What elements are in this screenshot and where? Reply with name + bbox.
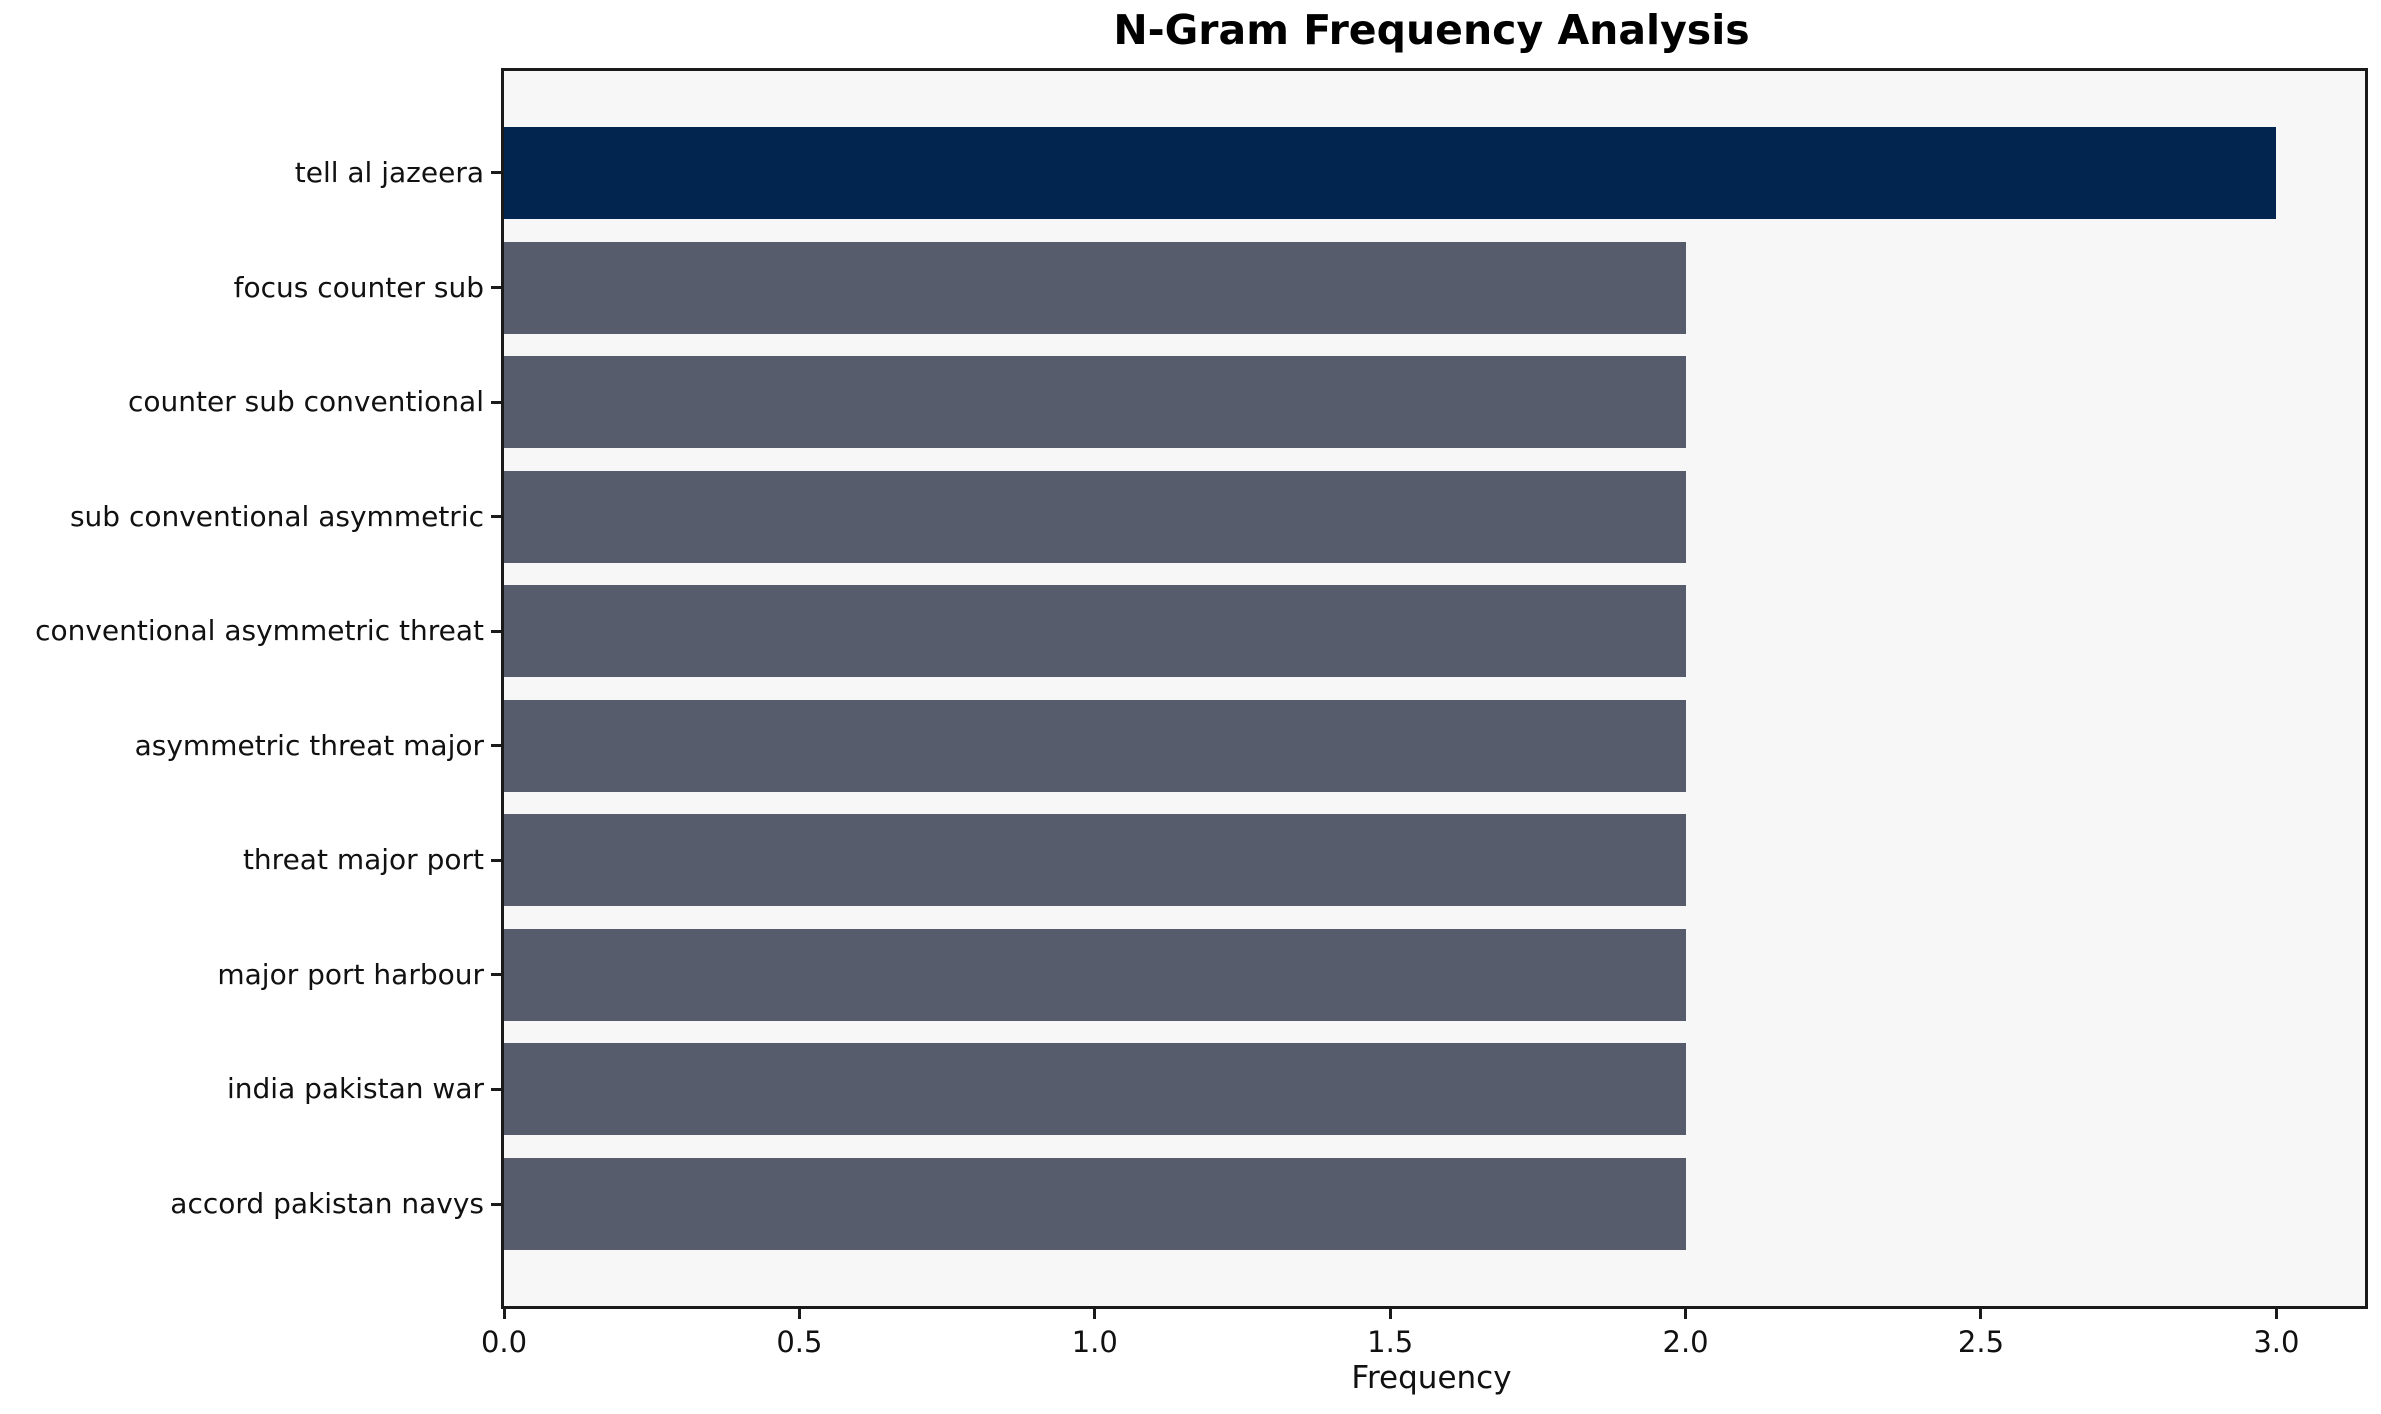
ytick-mark (491, 973, 501, 977)
bar (504, 470, 1686, 563)
ytick-mark (491, 629, 501, 633)
bar (504, 585, 1686, 678)
ytick-mark (491, 744, 501, 748)
bar (504, 356, 1686, 449)
ytick-label: asymmetric threat major (134, 728, 484, 762)
xtick-label: 0.0 (480, 1325, 528, 1359)
ytick-mark (491, 1202, 501, 1206)
ytick-label: focus counter sub (233, 270, 484, 304)
ytick-mark (491, 1087, 501, 1091)
xtick-mark (1388, 1309, 1392, 1319)
xtick-mark (1979, 1309, 1983, 1319)
ytick-mark (491, 858, 501, 862)
xtick-mark (2274, 1309, 2278, 1319)
x-axis-label: Frequency (1351, 1360, 1512, 1396)
ytick-label: sub conventional asymmetric (69, 499, 484, 533)
xtick-label: 0.5 (776, 1325, 823, 1359)
xtick-label: 2.0 (1662, 1325, 1709, 1359)
ytick-label: counter sub conventional (127, 385, 484, 419)
ytick-mark (491, 171, 501, 175)
xtick-mark (1684, 1309, 1688, 1319)
xtick-label: 3.0 (2253, 1325, 2300, 1359)
ytick-label: tell al jazeera (294, 155, 484, 189)
xtick-label: 2.5 (1957, 1325, 2005, 1359)
ytick-label: accord pakistan navys (170, 1187, 484, 1221)
ytick-label: major port harbour (217, 957, 484, 991)
bar (504, 126, 2276, 219)
bar (504, 1158, 1686, 1251)
ytick-mark (491, 400, 501, 404)
xtick-mark (797, 1309, 801, 1319)
xtick-mark (502, 1309, 506, 1319)
xtick-label: 1.5 (1367, 1325, 1414, 1359)
ytick-label: conventional asymmetric threat (35, 614, 484, 648)
bar (504, 814, 1686, 907)
bar (504, 1043, 1686, 1136)
ytick-mark (491, 286, 501, 290)
ytick-mark (491, 515, 501, 519)
ytick-label: india pakistan war (226, 1072, 484, 1106)
bar (504, 699, 1686, 792)
bar (504, 241, 1686, 334)
ytick-label: threat major port (242, 843, 484, 877)
xtick-mark (1093, 1309, 1097, 1319)
chart-title: N-Gram Frequency Analysis (1113, 6, 1750, 54)
xtick-label: 1.0 (1071, 1325, 1118, 1359)
bar (504, 928, 1686, 1021)
